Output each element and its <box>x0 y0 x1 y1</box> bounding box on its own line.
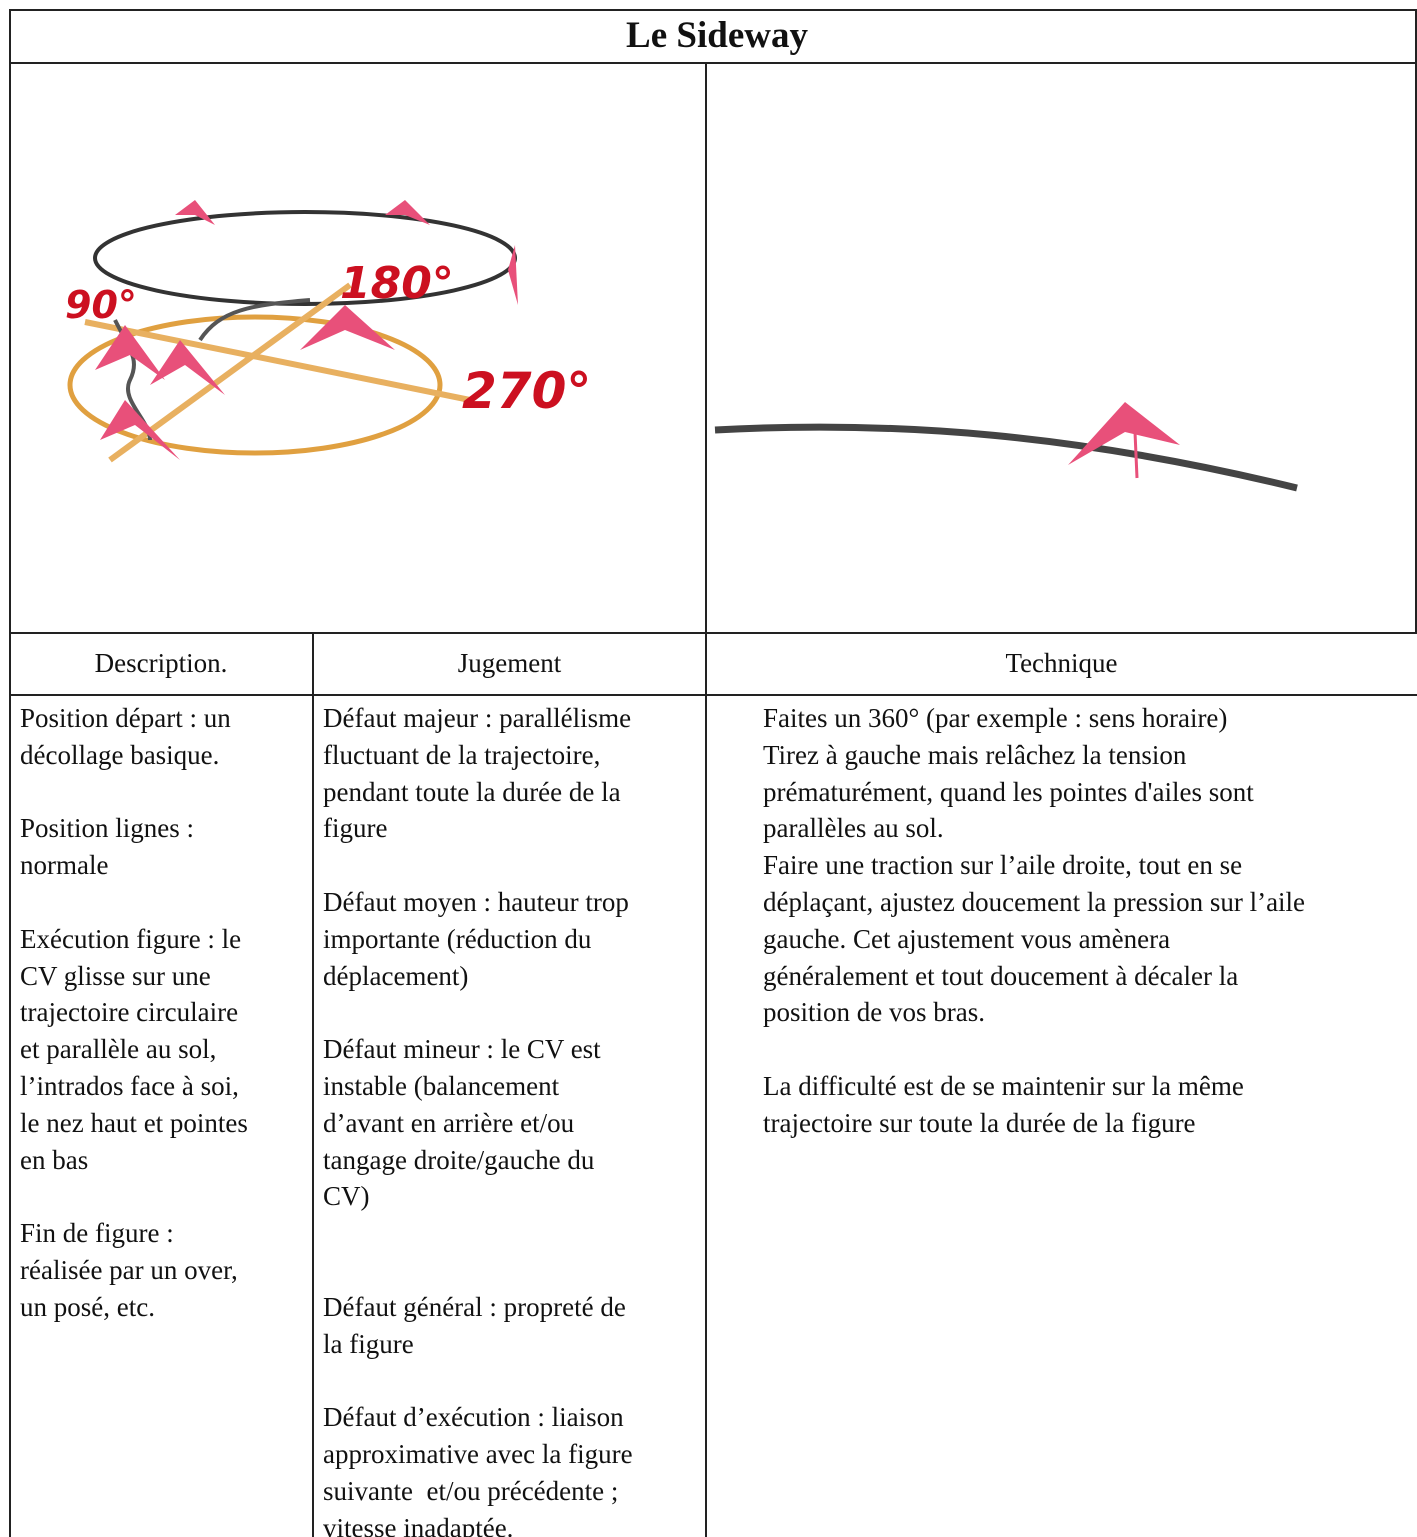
border <box>1415 9 1417 634</box>
kite <box>508 245 518 305</box>
text-line: position de vos bras. <box>763 997 985 1028</box>
title: Le Sideway <box>626 15 808 56</box>
text-line: parallèles au sol. <box>763 813 944 844</box>
border <box>705 62 707 1537</box>
kite <box>150 340 225 395</box>
text-line: instable (balancement <box>323 1070 560 1101</box>
text-line: Tirez à gauche mais relâchez la tension <box>763 739 1187 770</box>
text-line: Défaut moyen : hauteur trop <box>323 886 629 917</box>
paragraph: Défaut mineur : le CV est instable (balan… <box>323 1031 633 1215</box>
border <box>9 694 1417 696</box>
angle-label: 90° <box>65 283 137 327</box>
text-line: en bas <box>20 1144 89 1175</box>
kite <box>300 305 395 350</box>
text-line: Défaut mineur : le CV est <box>323 1034 601 1065</box>
paragraph: Faites un 360° (par exemple : sens horai… <box>763 700 1305 1031</box>
border <box>9 632 1417 634</box>
paragraph: Défaut majeur : parallélisme fluctuant de… <box>323 700 633 847</box>
text-line: Fin de figure : <box>20 1218 174 1249</box>
kite <box>1133 431 1139 479</box>
text-line: trajectoire circulaire <box>20 997 239 1028</box>
paragraph: La difficulté est de se maintenir sur la… <box>763 1068 1305 1142</box>
text-line: Position lignes : <box>20 813 195 844</box>
text-line: gauche. Cet ajustement vous amènera <box>763 923 1171 954</box>
text-line: pendant toute la durée de la <box>323 776 621 807</box>
column: Position départ : un décollage basique. Po… <box>20 700 248 1362</box>
column-header: Jugement <box>457 648 562 678</box>
text-line: décollage basique. <box>20 739 220 770</box>
column-header: Description. <box>94 648 228 678</box>
border <box>9 9 1417 11</box>
text-line: Faire une traction sur l’aile droite, to… <box>763 850 1243 881</box>
text-line: trajectoire sur toute la durée de la fig… <box>763 1107 1196 1138</box>
angle-label: 180° <box>340 258 454 309</box>
paragraph: Exécution figure : le CV glisse sur une tr… <box>20 921 248 1179</box>
text-line: approximative avec la figure <box>323 1438 633 1469</box>
column: Défaut majeur : parallélisme fluctuant de… <box>323 700 633 1537</box>
border <box>9 9 11 1537</box>
text-line: CV glisse sur une <box>20 960 211 991</box>
text-line: suivante et/ou précédente ; <box>323 1475 619 1506</box>
trajectory <box>714 423 1298 492</box>
border <box>9 62 1417 64</box>
text-line: Défaut général : propreté de <box>323 1291 626 1322</box>
kite <box>385 200 430 225</box>
text-line: CV) <box>323 1181 370 1212</box>
text-line: et parallèle au sol, <box>20 1034 217 1065</box>
paragraph: Fin de figure : réalisée par un over, un p… <box>20 1215 248 1325</box>
paragraph: Défaut moyen : hauteur trop importante (r… <box>323 884 633 994</box>
paragraph: Position lignes : normale <box>20 810 248 884</box>
paragraph: Défaut d’exécution : liaison approximativ… <box>323 1399 633 1537</box>
text-line: normale <box>20 850 109 881</box>
paragraph: Position départ : un décollage basique. <box>20 700 248 774</box>
illustrations: 90° 180° 270° <box>65 200 1298 492</box>
angle-label: 270° <box>462 362 591 420</box>
text-line: le nez haut et pointes <box>20 1107 248 1138</box>
text-line: tangage droite/gauche du <box>323 1144 595 1175</box>
text-line: la figure <box>323 1328 414 1359</box>
text-line: fluctuant de la trajectoire, <box>323 739 601 770</box>
kite <box>1068 402 1180 465</box>
kite <box>175 200 215 225</box>
column: Faites un 360° (par exemple : sens horai… <box>763 700 1305 1178</box>
text-line: importante (réduction du <box>323 923 592 954</box>
text-line: Faites un 360° (par exemple : sens horai… <box>763 703 1228 733</box>
text-line: réalisée par un over, <box>20 1254 238 1285</box>
border <box>312 632 314 1537</box>
ground-ring <box>67 314 443 456</box>
paragraph: Défaut général : propreté de la figure <box>323 1289 633 1363</box>
text-line: Défaut majeur : parallélisme <box>323 703 632 733</box>
left-figure: 90° 180° 270° <box>65 200 591 463</box>
text-line: un posé, etc. <box>20 1291 155 1322</box>
text-line: Position départ : un <box>20 703 231 733</box>
trajectory <box>198 298 311 342</box>
text-line: figure <box>323 813 388 844</box>
text-line: Exécution figure : le <box>20 923 242 954</box>
text-line: l’intrados face à soi, <box>20 1070 239 1101</box>
text-line: déplaçant, ajustez doucement la pression… <box>763 886 1306 917</box>
column-header: Technique <box>1005 648 1118 678</box>
axis <box>84 319 471 403</box>
text-line: Défaut d’exécution : liaison <box>323 1402 624 1433</box>
kite <box>95 325 165 380</box>
kite <box>100 400 180 460</box>
text-line: d’avant en arrière et/ou <box>323 1107 575 1138</box>
text-line: généralement et tout doucement à décaler… <box>763 960 1239 991</box>
text-line: La difficulté est de se maintenir sur la… <box>763 1070 1244 1101</box>
axis <box>108 282 352 463</box>
text-line: vitesse inadaptée. <box>323 1512 514 1537</box>
text-line: prématurément, quand les pointes d'ailes… <box>763 776 1254 807</box>
right-figure <box>714 402 1298 492</box>
text-line: déplacement) <box>323 960 469 991</box>
